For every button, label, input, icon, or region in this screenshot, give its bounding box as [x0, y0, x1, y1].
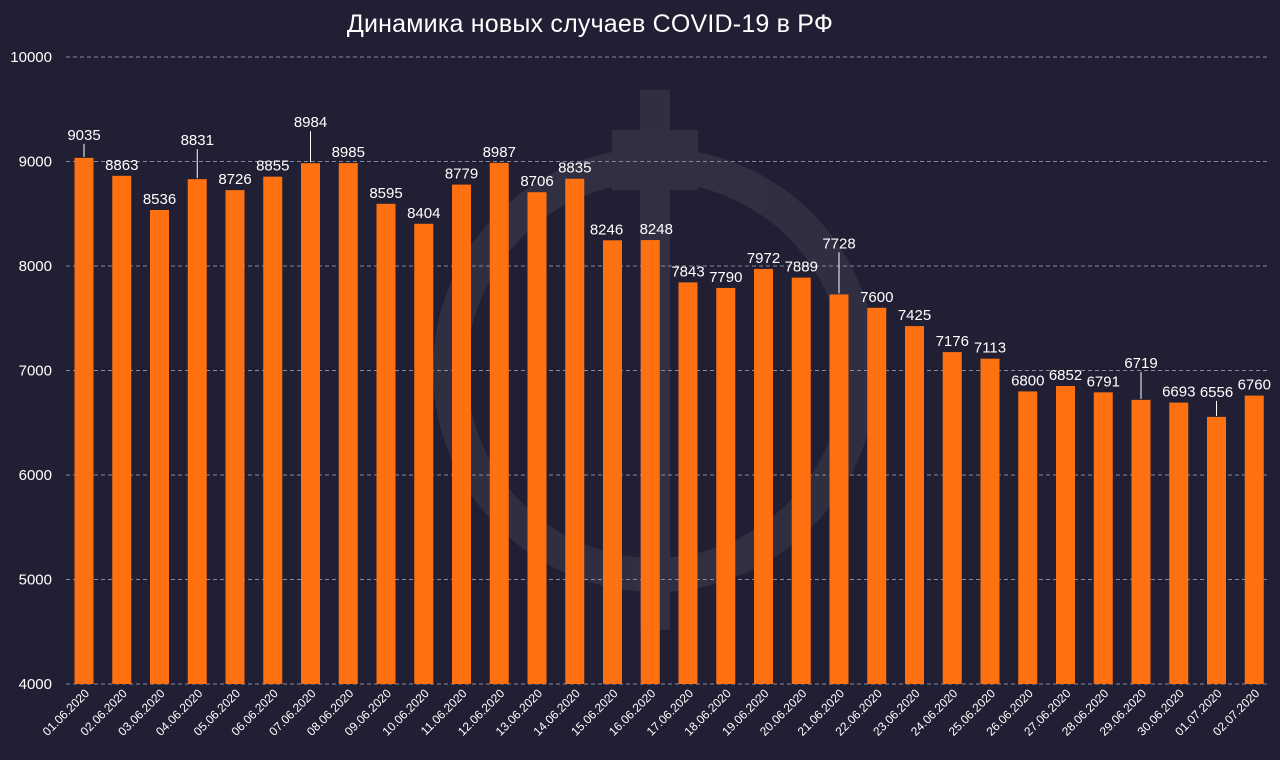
bar	[338, 163, 358, 684]
data-label: 8831	[181, 132, 214, 149]
bar	[1244, 395, 1264, 684]
y-tick-label: 6000	[19, 467, 52, 484]
x-axis: 01.06.202002.06.202003.06.202004.06.2020…	[40, 686, 1263, 739]
bar	[980, 358, 1000, 684]
bar	[301, 163, 320, 684]
data-label: 6556	[1200, 384, 1233, 401]
data-label: 8984	[294, 114, 327, 131]
data-label: 6791	[1087, 373, 1120, 390]
data-label: 8595	[369, 185, 402, 202]
data-label: 8404	[407, 205, 440, 222]
bar	[74, 157, 94, 684]
bars	[74, 157, 1264, 685]
bar	[565, 178, 585, 684]
bar	[791, 277, 811, 684]
y-tick-label: 10000	[10, 49, 52, 66]
data-label: 6719	[1124, 355, 1157, 372]
bar	[1093, 392, 1113, 684]
data-label: 7113	[974, 340, 1006, 357]
bar	[527, 192, 547, 684]
bar	[225, 190, 245, 684]
data-label: 7728	[822, 235, 855, 252]
bar	[187, 179, 207, 684]
bar	[452, 184, 471, 685]
bar	[754, 268, 773, 684]
chart-title: Динамика новых случаев COVID-19 в РФ	[346, 10, 834, 38]
data-label: 8248	[640, 221, 673, 238]
data-label: 8246	[590, 221, 623, 238]
data-label: 7600	[860, 289, 893, 306]
data-label: 8855	[256, 158, 289, 175]
data-label: 7425	[898, 307, 931, 324]
y-tick-label: 8000	[19, 258, 52, 275]
data-label: 8863	[105, 157, 138, 174]
data-label: 8536	[143, 191, 176, 208]
data-label: 8726	[218, 171, 251, 188]
data-label: 6800	[1011, 372, 1044, 389]
data-label: 8779	[445, 166, 478, 183]
y-axis: 4000 5000 6000 7000 8000 9000 10000	[10, 49, 52, 693]
bar	[905, 326, 924, 684]
data-label: 8706	[520, 173, 553, 190]
data-label: 7843	[671, 263, 704, 280]
data-label: 6693	[1162, 384, 1195, 401]
bar	[1169, 402, 1189, 684]
bar	[1018, 391, 1038, 684]
y-tick-label: 9000	[19, 154, 52, 171]
bar	[1131, 399, 1151, 684]
y-tick-label: 4000	[19, 676, 52, 693]
bar	[112, 175, 132, 684]
data-labels: 9035 8863 8536 8831 8726 8855 8984 8985 8595 8404…	[67, 114, 1271, 416]
data-label: 7889	[785, 259, 818, 276]
bar	[678, 282, 698, 684]
bar	[489, 162, 509, 684]
y-tick-label: 5000	[19, 572, 52, 589]
bar	[867, 307, 887, 684]
data-label: 9035	[67, 127, 100, 144]
bar	[603, 240, 622, 684]
data-label: 8835	[558, 160, 591, 177]
bar	[1056, 385, 1075, 684]
bar	[376, 203, 396, 684]
bar	[716, 287, 736, 684]
data-label: 6760	[1238, 377, 1271, 394]
bar	[1207, 416, 1226, 684]
data-label: 7972	[747, 250, 780, 267]
bar	[150, 209, 169, 684]
bar	[263, 176, 283, 684]
data-label: 7176	[936, 333, 969, 350]
bar	[829, 294, 849, 684]
bar	[640, 240, 660, 685]
data-label: 8985	[332, 144, 365, 161]
data-label: 8987	[483, 144, 516, 161]
data-label: 7790	[709, 269, 742, 286]
y-tick-label: 7000	[19, 363, 52, 380]
bar	[414, 223, 434, 685]
data-label: 6852	[1049, 367, 1082, 384]
bar	[942, 352, 962, 684]
